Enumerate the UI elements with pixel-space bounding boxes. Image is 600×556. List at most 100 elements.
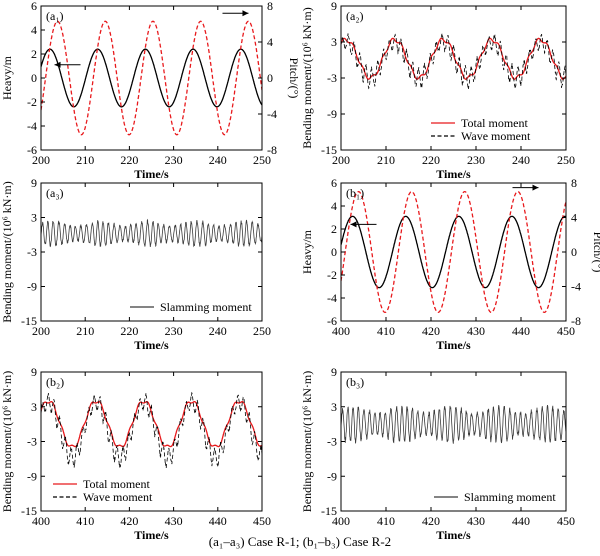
- y-tick-label: -2: [27, 95, 37, 109]
- y-tick-label: 6: [31, 0, 37, 13]
- legend-entry: Slamming moment: [464, 490, 556, 504]
- x-tick-label: 450: [557, 324, 575, 338]
- y-tick-label: -4: [327, 291, 337, 305]
- x-tick-label: 430: [165, 514, 183, 528]
- y-right-tick-label: 8: [571, 176, 577, 190]
- y-tick-label: -9: [27, 469, 37, 483]
- x-tick-label: 420: [422, 324, 440, 338]
- arrow-head-icon: [242, 10, 249, 17]
- y-tick-label: -3: [327, 435, 337, 449]
- x-tick-label: 240: [512, 153, 530, 167]
- y-axis-label: Bending moment/(10⁶ kN·m): [300, 7, 314, 149]
- series-line-pitch: [41, 20, 262, 136]
- series-line-heave: [341, 215, 566, 289]
- panel-label: (b₃): [346, 375, 364, 389]
- y-tick-label: 0: [31, 71, 37, 85]
- x-tick-label: 240: [209, 324, 227, 338]
- y-axis-label: Bending moment/(10⁶ kN·m): [0, 371, 14, 513]
- x-tick-label: 440: [209, 514, 227, 528]
- chart-b2: 400 410 420 430 440 450 -15 -9 -3 3 9 Time/s Bending…: [0, 365, 271, 542]
- y-axis-label: Heavy/m: [0, 55, 14, 100]
- y-tick-label: 2: [31, 47, 37, 61]
- series-group: [341, 190, 566, 314]
- panel-label: (b₁): [346, 186, 364, 200]
- x-tick-label: 250: [253, 153, 271, 167]
- y-tick-label: -4: [27, 119, 37, 133]
- y-right-axis-label: Pitch/(°): [591, 232, 600, 273]
- series-line-total: [41, 401, 262, 448]
- chart-a1: 200 210 220 230 240 250 -6 -4 -2 0 2 4 6 -8 -4 0 4 8 Time/…: [0, 0, 301, 181]
- x-tick-label: 200: [32, 153, 50, 167]
- figure-caption: (a₁–a₃) Case R-1; (b₁–b₃) Case R-2: [208, 534, 392, 549]
- y-tick-label: -9: [27, 280, 37, 294]
- x-tick-label: 420: [422, 514, 440, 528]
- x-tick-label: 410: [76, 514, 94, 528]
- arrow-head-icon: [350, 221, 357, 228]
- x-axis-label: Time/s: [134, 167, 169, 181]
- y-tick-label: 3: [31, 211, 37, 225]
- x-tick-label: 250: [253, 324, 271, 338]
- series-group: [341, 33, 566, 90]
- x-tick-label: 220: [120, 324, 138, 338]
- legend-entry: Slamming moment: [160, 300, 252, 314]
- x-tick-label: 420: [120, 514, 138, 528]
- x-tick-label: 250: [557, 153, 575, 167]
- panel-label: (b₂): [46, 375, 64, 389]
- series-group: [41, 218, 262, 248]
- x-axis-label: Time/s: [436, 528, 471, 542]
- y-tick-label: -15: [21, 314, 37, 328]
- y-tick-label: 3: [31, 400, 37, 414]
- y-axis-label: Heavy/m: [300, 229, 314, 274]
- y-tick-label: -2: [327, 268, 337, 282]
- y-right-tick-label: 0: [571, 245, 577, 259]
- y-right-tick-label: -8: [267, 143, 277, 157]
- x-tick-label: 440: [512, 324, 530, 338]
- x-tick-label: 220: [422, 153, 440, 167]
- y-tick-label: -3: [27, 245, 37, 259]
- x-tick-label: 430: [467, 324, 485, 338]
- y-tick-label: -6: [27, 143, 37, 157]
- x-tick-label: 430: [467, 514, 485, 528]
- y-axis-label: Bending moment/(10⁶ kN·m): [0, 181, 14, 323]
- panel-label: (a₃): [46, 186, 64, 200]
- series-line-total: [341, 37, 566, 80]
- y-tick-label: 0: [331, 245, 337, 259]
- x-tick-label: 240: [209, 153, 227, 167]
- y-right-tick-label: 4: [571, 211, 577, 225]
- y-tick-label: 6: [331, 176, 337, 190]
- y-tick-label: 2: [331, 222, 337, 236]
- y-tick-label: -6: [327, 314, 337, 328]
- y-tick-label: 9: [31, 365, 37, 379]
- y-tick-label: -15: [321, 143, 337, 157]
- series-line-slam: [41, 218, 262, 248]
- legend: Slamming moment: [130, 300, 252, 314]
- series-line-slam: [341, 405, 566, 444]
- x-tick-label: 400: [32, 514, 50, 528]
- x-tick-label: 400: [332, 324, 350, 338]
- x-tick-label: 230: [467, 153, 485, 167]
- plot-frame: [340, 182, 567, 322]
- y-tick-label: 3: [331, 35, 337, 49]
- x-tick-label: 200: [32, 324, 50, 338]
- legend-entry: Total moment: [83, 477, 150, 491]
- y-right-axis-label: Pitch/(°): [287, 58, 301, 99]
- y-right-tick-label: -8: [571, 314, 581, 328]
- x-tick-label: 410: [377, 324, 395, 338]
- x-tick-label: 450: [557, 514, 575, 528]
- chart-b1: 400 410 420 430 440 450 -6 -4 -2 0 2 4 6 -8 -4 0 4 8 Time/…: [300, 176, 600, 352]
- y-right-tick-label: -4: [571, 280, 581, 294]
- x-axis-label: Time/s: [436, 167, 471, 181]
- y-tick-label: 3: [331, 400, 337, 414]
- y-right-tick-label: -4: [267, 107, 277, 121]
- legend-entry: Total moment: [461, 116, 528, 130]
- x-tick-label: 230: [165, 153, 183, 167]
- x-tick-label: 410: [377, 514, 395, 528]
- x-axis-label: Time/s: [134, 528, 169, 542]
- x-tick-label: 210: [377, 153, 395, 167]
- series-group: [41, 391, 262, 469]
- y-tick-label: 9: [331, 365, 337, 379]
- panel-label: (a₂): [346, 9, 364, 23]
